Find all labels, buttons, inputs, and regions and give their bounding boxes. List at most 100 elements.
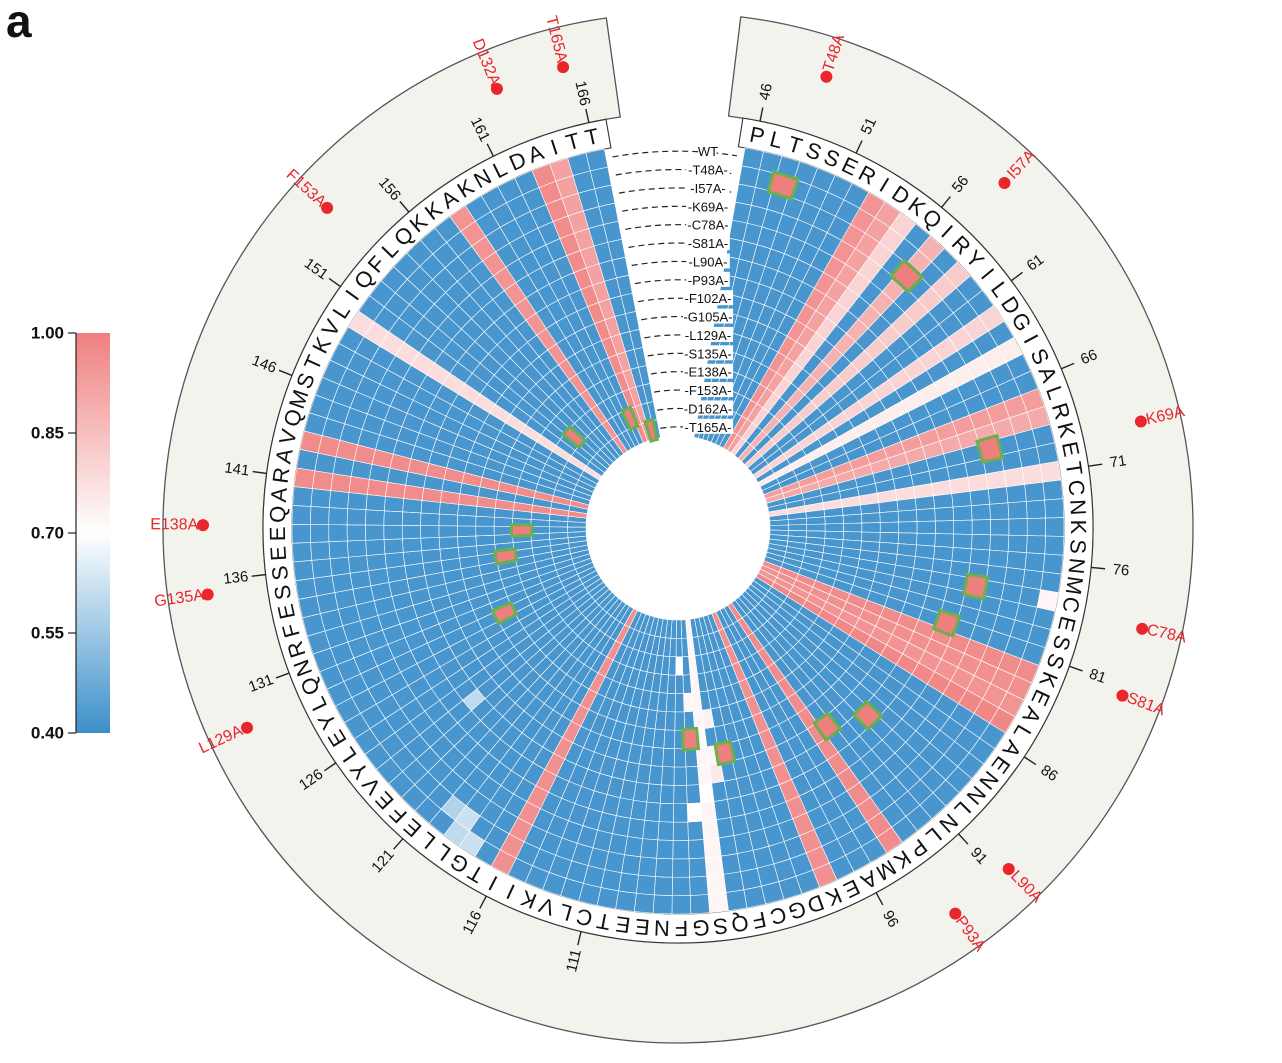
residue-letter: K bbox=[1066, 520, 1091, 535]
heatmap-cell bbox=[638, 857, 656, 877]
heatmap-cell bbox=[476, 516, 495, 526]
heatmap-cell bbox=[687, 785, 701, 804]
heatmap-cell bbox=[549, 527, 567, 533]
row-label: -I57A- bbox=[690, 181, 725, 196]
heatmap-cell bbox=[458, 546, 477, 558]
heatmap-cell bbox=[292, 542, 312, 562]
heatmap-cell bbox=[933, 494, 953, 509]
heatmap-cell bbox=[402, 512, 421, 526]
heatmap-cell bbox=[708, 892, 728, 912]
heatmap-cell bbox=[1026, 500, 1045, 518]
heatmap-cell bbox=[986, 471, 1007, 489]
heatmap-cell bbox=[990, 503, 1009, 520]
heatmap-cell bbox=[899, 522, 917, 534]
row-label: -L129A- bbox=[685, 328, 731, 343]
row-label: -D162A- bbox=[684, 401, 732, 416]
heatmap-cell bbox=[672, 895, 691, 914]
heatmap-cell bbox=[1043, 554, 1063, 574]
heatmap-cell bbox=[1008, 501, 1027, 519]
heatmap-cell bbox=[439, 514, 458, 526]
mutation-label: E138A bbox=[150, 516, 198, 533]
heatmap-cell bbox=[1004, 567, 1025, 586]
heatmap-cell bbox=[690, 894, 709, 913]
mutation-dot bbox=[241, 722, 253, 734]
heatmap-cell bbox=[568, 527, 586, 532]
heatmap-cell bbox=[676, 657, 683, 675]
row-label: -K69A- bbox=[688, 199, 728, 214]
heatmap-cell bbox=[682, 638, 689, 657]
highlight-box bbox=[977, 436, 1002, 463]
heatmap-cell bbox=[368, 568, 389, 586]
heatmap-cell bbox=[683, 675, 692, 694]
heatmap-cell bbox=[683, 693, 693, 712]
tick-label: 76 bbox=[1112, 561, 1130, 580]
heatmap-cell bbox=[915, 496, 934, 510]
residue-letter: F bbox=[675, 916, 689, 941]
row-label: -T48A- bbox=[688, 163, 728, 178]
heatmap-cell bbox=[917, 521, 935, 534]
heatmap-cell bbox=[384, 525, 403, 539]
heatmap-cell bbox=[843, 523, 861, 532]
heatmap-cell bbox=[714, 799, 731, 819]
heatmap-cell bbox=[675, 693, 684, 711]
heatmap-cell bbox=[880, 511, 899, 522]
heatmap-cell bbox=[421, 513, 440, 526]
residue-letter: G bbox=[692, 915, 711, 941]
row-label: -S135A- bbox=[684, 346, 732, 361]
heatmap-cell bbox=[403, 498, 422, 513]
heatmap-cell bbox=[879, 501, 898, 513]
highlight-box bbox=[683, 728, 699, 749]
heatmap-cell bbox=[707, 874, 726, 894]
heatmap-cell bbox=[968, 474, 988, 491]
heatmap-cell bbox=[1040, 572, 1061, 593]
heatmap-cell bbox=[645, 802, 661, 822]
heatmap-cell bbox=[1004, 468, 1025, 487]
heatmap-cell bbox=[314, 576, 335, 596]
heatmap-cell bbox=[916, 533, 935, 546]
heatmap-cell bbox=[672, 877, 690, 896]
heatmap-cell bbox=[666, 693, 675, 712]
colorbar: 1.00 0.85 0.70 0.55 0.40 bbox=[31, 324, 110, 743]
heatmap-cell bbox=[331, 474, 351, 493]
heatmap-cell bbox=[494, 517, 513, 526]
row-label: -F102A- bbox=[685, 291, 732, 306]
residue-letter: E bbox=[265, 545, 291, 561]
heatmap-cell bbox=[366, 525, 385, 540]
heatmap-cell bbox=[726, 890, 747, 911]
heatmap-cell bbox=[421, 537, 440, 550]
heatmap-cell bbox=[952, 491, 972, 507]
colorbar-label: 0.85 bbox=[31, 424, 64, 443]
heatmap-cell bbox=[988, 550, 1008, 567]
row-label: -E138A- bbox=[684, 365, 732, 380]
highlight-box bbox=[495, 549, 517, 564]
heatmap-cell bbox=[825, 515, 844, 524]
heatmap-cell bbox=[1045, 499, 1064, 518]
heatmap-cell bbox=[724, 872, 744, 893]
residue-letter: N bbox=[653, 915, 670, 941]
heatmap-cell bbox=[329, 525, 348, 542]
heatmap-cell bbox=[935, 507, 954, 521]
heatmap-cell bbox=[880, 522, 898, 533]
heatmap-cell bbox=[687, 803, 702, 822]
heatmap-cell bbox=[1019, 447, 1040, 468]
heatmap-cell bbox=[1025, 553, 1045, 572]
row-label: -G105A- bbox=[683, 310, 732, 325]
residue-letter: Q bbox=[265, 505, 291, 523]
heatmap-cell bbox=[349, 476, 369, 494]
residue-letter: N bbox=[1065, 499, 1091, 516]
heatmap-cell bbox=[329, 508, 348, 525]
heatmap-cell bbox=[457, 526, 476, 537]
heatmap-cell bbox=[721, 854, 740, 875]
heatmap-cell bbox=[740, 868, 761, 890]
heatmap-cell bbox=[688, 821, 704, 840]
heatmap-cell bbox=[698, 765, 712, 785]
heatmap-cell bbox=[653, 895, 672, 914]
heatmap-cell bbox=[674, 785, 687, 804]
heatmap-cell bbox=[972, 520, 990, 535]
mutation-dot bbox=[197, 519, 209, 531]
heatmap-cell bbox=[1008, 535, 1027, 552]
tick-label: 141 bbox=[223, 459, 250, 479]
row-label: -T165A- bbox=[685, 420, 732, 435]
heatmap-cell bbox=[366, 510, 385, 525]
heatmap-cell bbox=[971, 504, 990, 520]
